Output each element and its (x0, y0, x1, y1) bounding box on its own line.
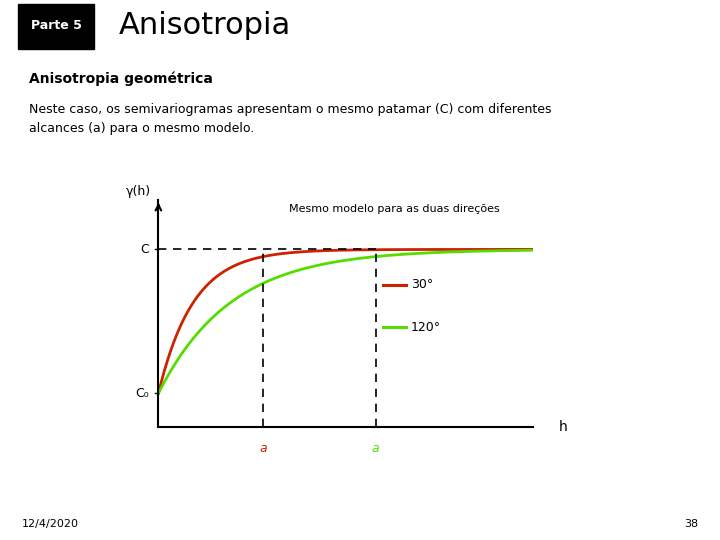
Text: a: a (372, 442, 379, 455)
Text: C₀: C₀ (135, 387, 149, 400)
Text: a: a (259, 442, 267, 455)
Text: Anisotropia: Anisotropia (119, 11, 291, 40)
Text: Mesmo modelo para as duas direções: Mesmo modelo para as duas direções (289, 204, 500, 214)
Text: C: C (140, 243, 149, 256)
Text: 30°: 30° (411, 278, 433, 292)
Text: Parte 5: Parte 5 (31, 19, 81, 32)
Text: γ(h): γ(h) (126, 185, 151, 198)
Text: h: h (559, 420, 568, 434)
Text: 12/4/2020: 12/4/2020 (22, 519, 78, 529)
Bar (18, 4, 94, 49)
Text: 120°: 120° (411, 321, 441, 334)
Text: 38: 38 (684, 519, 698, 529)
Text: Anisotropia geométrica: Anisotropia geométrica (29, 71, 212, 85)
Text: Neste caso, os semivariogramas apresentam o mesmo patamar (C) com diferentes
alc: Neste caso, os semivariogramas apresenta… (29, 103, 552, 134)
